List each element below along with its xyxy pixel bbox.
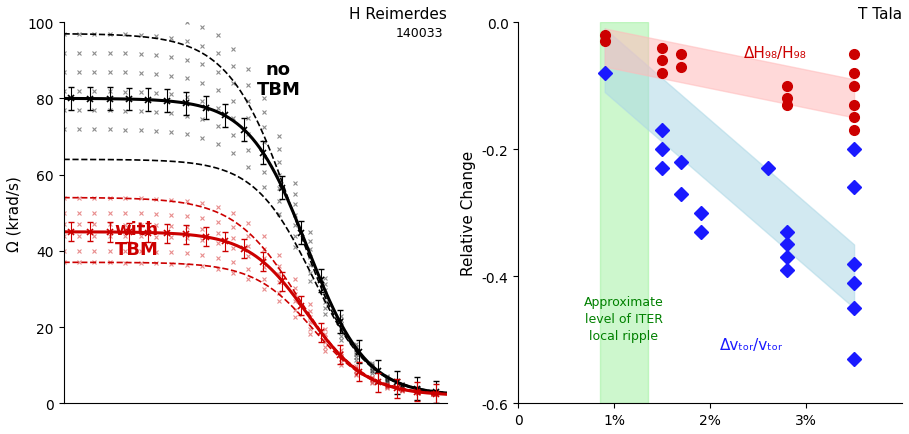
Text: Approximate
level of ITER
local ripple: Approximate level of ITER local ripple — [584, 296, 664, 342]
Bar — [600, 23, 648, 404]
Text: T Tala: T Tala — [858, 7, 902, 22]
Text: ΔH₉₈/H₉₈: ΔH₉₈/H₉₈ — [744, 46, 806, 61]
Text: no
TBM: no TBM — [256, 60, 300, 99]
Text: Δvₜₒᵣ/vₜₒᵣ: Δvₜₒᵣ/vₜₒᵣ — [720, 338, 783, 352]
Text: with
TBM: with TBM — [115, 220, 158, 259]
Y-axis label: Ω (krad/s): Ω (krad/s) — [7, 175, 22, 251]
Text: 140033: 140033 — [396, 27, 444, 40]
Text: H Reimerdes: H Reimerdes — [349, 7, 447, 22]
Y-axis label: Relative Change: Relative Change — [461, 151, 476, 276]
